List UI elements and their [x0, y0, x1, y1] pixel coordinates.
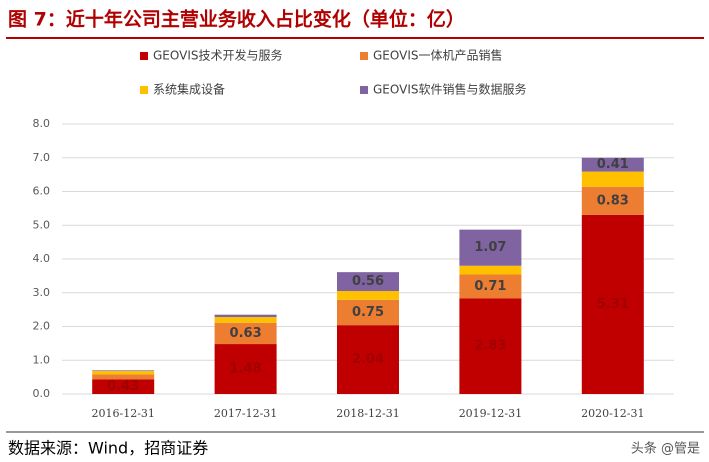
bar-segment: [92, 371, 155, 375]
watermark: 头条 @管是: [631, 441, 700, 457]
y-tick-label: 7.0: [33, 151, 51, 164]
bar-segment: [92, 379, 155, 394]
legend-label: GEOVIS技术开发与服务: [153, 48, 282, 63]
x-tick-label: 2019-12-31: [459, 407, 522, 420]
data-label: 2.83: [474, 339, 506, 354]
data-label: 0.43: [107, 379, 139, 394]
data-label: 0.75: [352, 305, 384, 320]
y-tick-label: 0.0: [33, 387, 51, 400]
bar-segment: [459, 274, 522, 299]
bar-segment: [337, 325, 399, 394]
bar-segment: [459, 265, 522, 275]
x-tick-label: 2017-12-31: [214, 407, 277, 420]
data-label: 0.71: [474, 279, 506, 294]
y-tick-label: 4.0: [33, 252, 51, 265]
y-tick-label: 6.0: [33, 185, 51, 198]
data-label: 0.56: [352, 274, 384, 289]
bar-segment: [581, 186, 644, 215]
bar-segment: [92, 370, 155, 372]
data-label: 0.83: [597, 193, 629, 208]
bar-segment: [337, 272, 399, 292]
bar-segment: [581, 157, 644, 172]
data-label: 5.31: [597, 297, 629, 312]
bar-segment: [337, 291, 399, 300]
data-label: 1.07: [474, 240, 506, 255]
bar-segment: [581, 171, 644, 187]
data-label: 0.41: [597, 157, 629, 172]
y-tick-label: 8.0: [33, 117, 51, 130]
y-tick-label: 3.0: [33, 286, 51, 299]
bar-segment: [337, 299, 399, 326]
bar-segment: [214, 322, 277, 345]
source-note: 数据来源：Wind，招商证券: [8, 439, 208, 458]
y-tick-label: 1.0: [33, 353, 51, 366]
y-tick-label: 2.0: [33, 320, 51, 333]
y-tick-label: 5.0: [33, 218, 51, 231]
bar-segment: [214, 344, 277, 394]
bar-segment: [459, 229, 522, 266]
bar-segment: [214, 314, 277, 318]
legend-swatch: [140, 52, 148, 60]
bar-segment: [459, 298, 522, 394]
legend-swatch: [360, 86, 368, 94]
x-tick-label: 2016-12-31: [91, 407, 154, 420]
data-label: 0.63: [230, 326, 262, 341]
x-tick-label: 2018-12-31: [336, 407, 399, 420]
legend-swatch: [140, 86, 148, 94]
x-tick-label: 2020-12-31: [581, 407, 644, 420]
chart-title: 图 7：近十年公司主营业务收入占比变化（单位：亿）: [8, 8, 465, 31]
legend-swatch: [360, 52, 368, 60]
data-label: 2.04: [352, 352, 384, 367]
bar-segment: [581, 214, 644, 394]
bar-segment: [214, 317, 277, 323]
legend-label: 系统集成设备: [153, 82, 225, 97]
data-label: 1.48: [230, 362, 262, 377]
legend-label: GEOVIS软件销售与数据服务: [373, 82, 526, 97]
legend-label: GEOVIS一体机产品销售: [373, 48, 502, 63]
bar-segment: [92, 374, 155, 380]
